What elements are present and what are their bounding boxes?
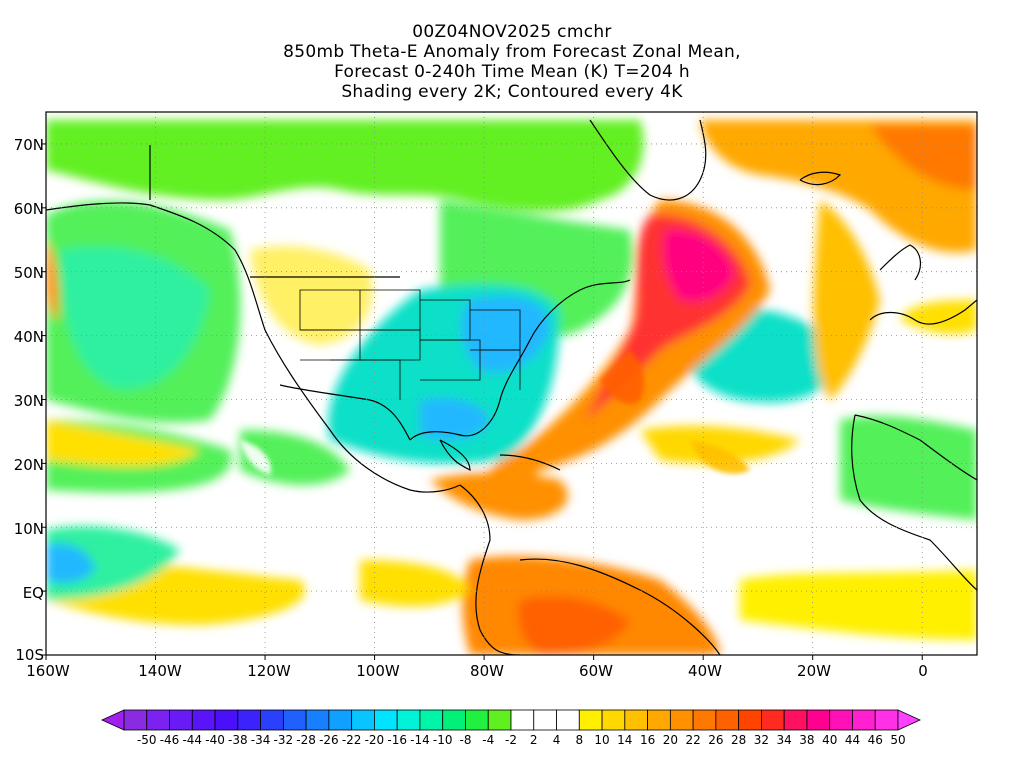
colorbar-tick-label: -26	[319, 733, 339, 747]
lat-label: EQ	[22, 584, 44, 602]
colorbar-tick-label: 32	[753, 733, 770, 747]
coastlines	[46, 119, 977, 655]
colorbar-tick-label: -16	[387, 733, 407, 747]
colorbar-tick-label: -34	[250, 733, 271, 747]
lon-label: 80W	[470, 662, 504, 680]
lat-lon-grid	[46, 112, 977, 655]
colorbar-tick-label: -20	[364, 733, 385, 747]
colorbar-tick-label: 10	[594, 733, 610, 747]
colorbar-tick-label: 34	[776, 733, 792, 747]
colorbar-tick-label: -4	[482, 733, 495, 747]
lon-label: 120W	[247, 662, 291, 680]
colorbar-tick-label: 28	[731, 733, 747, 747]
colorbar-tick-label: -10	[432, 733, 453, 747]
political-borders	[299, 289, 521, 400]
colorbar-tick-label: -38	[228, 733, 248, 747]
shading-field	[46, 112, 977, 655]
colorbar-tick-label: 8	[575, 733, 584, 747]
colorbar-tick-label: -14	[410, 733, 430, 747]
lon-label: 20W	[797, 662, 831, 680]
colorbar-tick-label: -44	[182, 733, 203, 747]
lat-label: 10S	[15, 646, 44, 664]
colorbar-tick-label: -8	[459, 733, 472, 747]
colorbar-tick-label: -2	[505, 733, 517, 747]
lon-label: 60W	[579, 662, 613, 680]
lat-label: 10N	[13, 520, 44, 538]
lon-label: 40W	[688, 662, 722, 680]
colorbar-tick-label: -46	[159, 733, 180, 747]
colorbar-tick-label: 40	[822, 733, 838, 747]
colorbar-tick-label: 20	[662, 733, 678, 747]
colorbar-tick-label: -22	[341, 733, 362, 747]
colorbar-tick-label: 38	[799, 733, 815, 747]
colorbar-tick-label: -28	[296, 733, 316, 747]
colorbar-tick-label: 50	[890, 733, 906, 747]
title-line-1: 00Z04NOV2025 cmchr	[412, 22, 612, 42]
map-frame	[45, 111, 978, 656]
colorbar-tick-label: 14	[617, 733, 633, 747]
colorbar-tick-label: 16	[639, 733, 656, 747]
lon-label: 0	[918, 662, 928, 680]
title-line-4: Shading every 2K; Contoured every 4K	[341, 82, 683, 102]
lon-label: 140W	[138, 662, 182, 680]
colorbar-tick-label: 46	[867, 733, 883, 747]
colorbar-tick-label: -40	[205, 733, 225, 747]
lat-label: 30N	[13, 392, 44, 410]
lat-label: 40N	[13, 328, 44, 346]
colorbar-tick-label: 4	[552, 733, 561, 747]
title-line-3: Forecast 0-240h Time Mean (K) T=204 h	[334, 62, 690, 82]
lat-label: 20N	[13, 456, 44, 474]
title-line-2: 850mb Theta-E Anomaly from Forecast Zona…	[283, 42, 741, 62]
lat-label: 50N	[13, 264, 44, 282]
colorbar-tick-label: 2	[529, 733, 538, 747]
lon-label: 160W	[26, 662, 70, 680]
lat-label: 60N	[13, 200, 44, 218]
colorbar-tick-label: -50	[136, 733, 157, 747]
lat-label: 70N	[13, 136, 44, 154]
lon-label: 100W	[356, 662, 400, 680]
colorbar-tick-label: 44	[844, 733, 861, 747]
colorbar-tick-label: -32	[273, 733, 294, 747]
colorbar-tick-label: 22	[685, 733, 701, 747]
colorbar-tick-label: 26	[708, 733, 724, 747]
map-title: 00Z04NOV2025 cmchr 850mb Theta-E Anomaly…	[0, 22, 1024, 102]
axis-ticks	[41, 143, 923, 660]
